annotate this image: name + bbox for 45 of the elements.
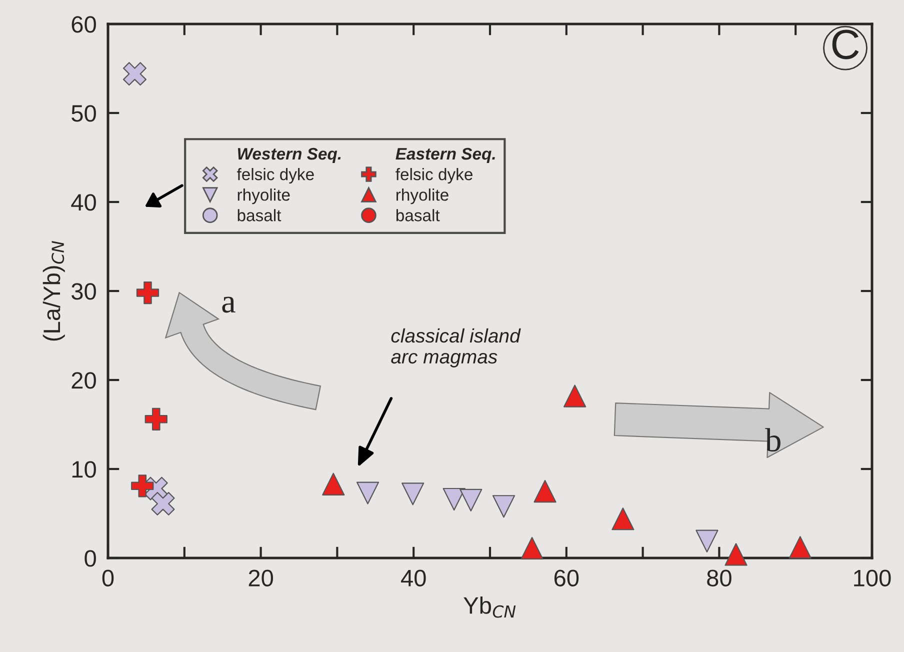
point bbox=[724, 543, 748, 566]
x-tick-label: 0 bbox=[102, 570, 114, 586]
point bbox=[402, 482, 424, 506]
y-tick-label: 30 bbox=[72, 283, 96, 300]
y-tick-label: 10 bbox=[72, 461, 96, 478]
point bbox=[122, 62, 146, 86]
legend-label: felsic dyke bbox=[236, 168, 314, 184]
point bbox=[563, 384, 586, 408]
y-tick-label: 20 bbox=[72, 372, 96, 389]
legend-label: felsic dyke bbox=[396, 168, 472, 184]
legend-label: basalt bbox=[396, 209, 440, 222]
annotation: classical island arc magmas bbox=[391, 328, 521, 368]
x-axis-title: Yb$_{CN}$ bbox=[464, 596, 516, 618]
point bbox=[696, 530, 718, 552]
point bbox=[151, 492, 175, 516]
point bbox=[356, 482, 380, 504]
annotation: Western Seq. bbox=[238, 148, 341, 164]
point bbox=[492, 495, 516, 518]
point bbox=[322, 472, 345, 496]
x-tick-label: 80 bbox=[707, 570, 732, 586]
annotation: C bbox=[832, 30, 859, 60]
y-tick-label: 50 bbox=[72, 105, 96, 122]
legend-label: basalt bbox=[238, 209, 282, 222]
annotation: b bbox=[765, 428, 780, 452]
x-tick-label: 60 bbox=[554, 570, 579, 586]
point bbox=[144, 408, 168, 430]
y-tick-label: 60 bbox=[72, 16, 96, 33]
point bbox=[136, 281, 160, 304]
point bbox=[131, 474, 154, 498]
point bbox=[520, 536, 544, 560]
y-tick-label: 0 bbox=[84, 550, 96, 567]
y-axis-title: (La/Yb)$_{CN}$ bbox=[42, 241, 65, 341]
x-tick-label: 100 bbox=[854, 570, 891, 586]
x-tick-label: 20 bbox=[248, 570, 274, 586]
point bbox=[442, 488, 466, 511]
annotation: a bbox=[222, 296, 236, 313]
legend-label: rhyolite bbox=[396, 188, 448, 204]
point bbox=[534, 480, 556, 503]
legend-label: rhyolite bbox=[238, 188, 290, 204]
point bbox=[460, 488, 482, 512]
point bbox=[612, 508, 634, 530]
annotation: Eastern Seq. bbox=[396, 148, 495, 164]
y-tick-label: 40 bbox=[71, 194, 96, 211]
point bbox=[788, 536, 812, 559]
x-tick-label: 40 bbox=[401, 570, 426, 586]
